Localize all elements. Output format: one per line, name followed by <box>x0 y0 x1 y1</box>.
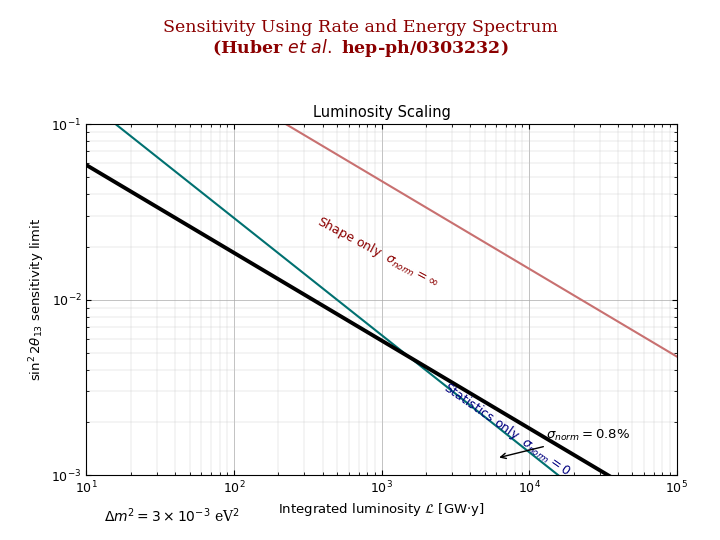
X-axis label: Integrated luminosity $\mathcal{L}$ [GW$\cdot$y]: Integrated luminosity $\mathcal{L}$ [GW$… <box>278 501 485 518</box>
Text: (Huber $\mathbf{\mathit{et\ al.}}$ hep-ph/0303232): (Huber $\mathbf{\mathit{et\ al.}}$ hep-p… <box>212 37 508 59</box>
Text: Statistics only  $\sigma_{norm} = 0$: Statistics only $\sigma_{norm} = 0$ <box>441 379 574 480</box>
Y-axis label: $\sin^2 2\theta_{13}$ sensitivity limit: $\sin^2 2\theta_{13}$ sensitivity limit <box>27 218 47 381</box>
Title: Luminosity Scaling: Luminosity Scaling <box>312 105 451 120</box>
Text: $\Delta m^2 = 3\times10^{-3}$ eV$^2$: $\Delta m^2 = 3\times10^{-3}$ eV$^2$ <box>104 507 240 525</box>
Text: Shape only  $\sigma_{norm} = \infty$: Shape only $\sigma_{norm} = \infty$ <box>315 213 441 292</box>
Text: Sensitivity Using Rate and Energy Spectrum: Sensitivity Using Rate and Energy Spectr… <box>163 19 557 36</box>
Text: $\sigma_{norm}= 0.8\%$: $\sigma_{norm}= 0.8\%$ <box>500 428 630 458</box>
